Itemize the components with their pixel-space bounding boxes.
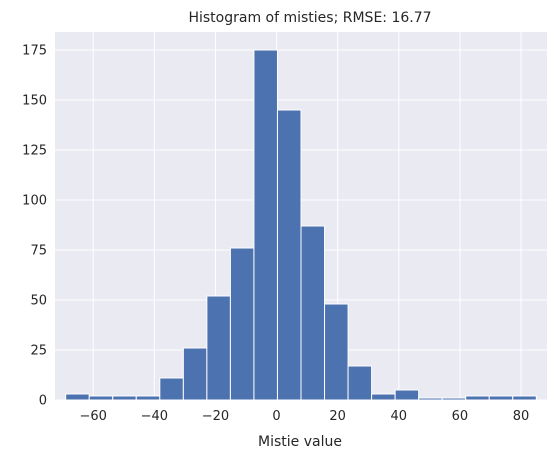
y-tick-label: 100 (22, 194, 47, 209)
histogram-bar (65, 393, 90, 401)
x-tick-label: −20 (202, 409, 229, 424)
x-tick-label: 20 (329, 409, 346, 424)
histogram-bar (159, 377, 184, 401)
histogram-bar (182, 347, 208, 401)
histogram-bar (229, 247, 255, 401)
y-tick-label: 75 (30, 244, 47, 259)
histogram-bar (465, 395, 490, 401)
histogram-bar (441, 397, 467, 401)
histogram-bar (88, 395, 114, 401)
y-tick-label: 175 (22, 44, 47, 59)
y-tick-label: 125 (22, 144, 47, 159)
histogram-bar (394, 389, 420, 401)
histogram-bar (512, 395, 537, 401)
y-tick-label: 50 (30, 294, 47, 309)
histogram-bar (347, 365, 373, 401)
histogram-bar (418, 397, 443, 401)
x-axis-ticks: −60 −40 −20 0 20 40 60 80 (79, 409, 529, 424)
histogram-bar (112, 395, 137, 401)
histogram-bar (206, 295, 231, 401)
y-tick-label: 150 (22, 94, 47, 109)
y-tick-label: 25 (30, 344, 47, 359)
histogram-bar (135, 395, 161, 401)
x-axis-label: Mistie value (258, 434, 342, 450)
histogram-bar (300, 225, 326, 401)
x-tick-label: −40 (141, 409, 168, 424)
chart-title: Histogram of misties; RMSE: 16.77 (188, 10, 431, 26)
y-axis-ticks: 0 25 50 75 100 125 150 175 (22, 44, 47, 409)
histogram-bar (488, 395, 514, 401)
x-tick-label: 80 (513, 409, 530, 424)
histogram-bar (324, 303, 349, 401)
histogram-bar (276, 109, 302, 401)
x-tick-label: −60 (79, 409, 106, 424)
y-tick-label: 0 (39, 394, 47, 409)
x-tick-label: 60 (452, 409, 469, 424)
histogram-bar (371, 393, 396, 401)
x-tick-label: 0 (272, 409, 280, 424)
x-tick-label: 40 (391, 409, 408, 424)
histogram-bar (253, 49, 278, 401)
histogram-bars (65, 49, 537, 401)
